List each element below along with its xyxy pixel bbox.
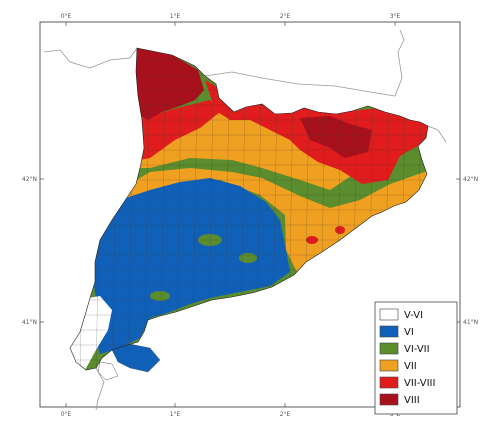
- tick-right-1: 41°N: [463, 319, 478, 326]
- tick-top-0: 0°E: [61, 13, 72, 20]
- legend-label-v-vi: V-VI: [404, 310, 423, 321]
- legend-label-vi-vii: VI-VII: [404, 344, 430, 355]
- legend-label-vii-viii: VII-VIII: [404, 378, 435, 389]
- legend-swatch-vi: [379, 325, 399, 338]
- legend-label-vi: VI: [404, 327, 414, 338]
- patch-orange-1: [377, 200, 393, 210]
- delta-shape: [111, 343, 161, 373]
- tick-right-0: 42°N: [463, 176, 478, 183]
- legend-swatch-vi-vii: [379, 342, 399, 355]
- legend-label-viii: VIII: [404, 395, 420, 406]
- france-border-line: [43, 47, 138, 69]
- legend-swatch-v-vi: [379, 308, 399, 321]
- legend-swatch-vii-viii: [379, 376, 399, 389]
- tick-bottom-2: 2°E: [280, 411, 291, 418]
- tick-bottom-1: 1°E: [170, 411, 181, 418]
- patch-green-3: [150, 291, 170, 301]
- patch-green-2: [239, 253, 257, 263]
- zone-vi: [92, 178, 290, 354]
- tick-bottom-0: 0°E: [61, 411, 72, 418]
- legend-swatch-viii: [379, 393, 399, 406]
- north-border-line: [204, 29, 405, 97]
- zone-viii: [136, 48, 204, 120]
- legend-label-vii: VII: [404, 361, 417, 372]
- axis-ticks: [40, 22, 460, 407]
- legend-swatch-vii: [379, 359, 399, 372]
- coast-line: [427, 125, 447, 143]
- tick-labels: 0°E 1°E 2°E 3°E 0°E 1°E 2°E 3°E 42°N 41°…: [22, 13, 478, 418]
- southwest-border-line: [95, 367, 105, 411]
- tick-bottom-3: 3°E: [390, 411, 401, 418]
- tick-top-3: 3°E: [390, 13, 401, 20]
- zone-viii-east: [300, 116, 372, 158]
- region-border: [69, 47, 429, 371]
- delta-tip: [97, 361, 119, 381]
- tick-top-1: 1°E: [170, 13, 181, 20]
- zone-vii-viii-west: [138, 100, 220, 160]
- tick-left-1: 41°N: [22, 319, 37, 326]
- legend: V-VI VI VI-VII VII VII-VIII VIII: [374, 301, 458, 415]
- patch-red-2: [335, 226, 345, 234]
- tick-top-2: 2°E: [280, 13, 291, 20]
- tick-left-0: 42°N: [22, 176, 37, 183]
